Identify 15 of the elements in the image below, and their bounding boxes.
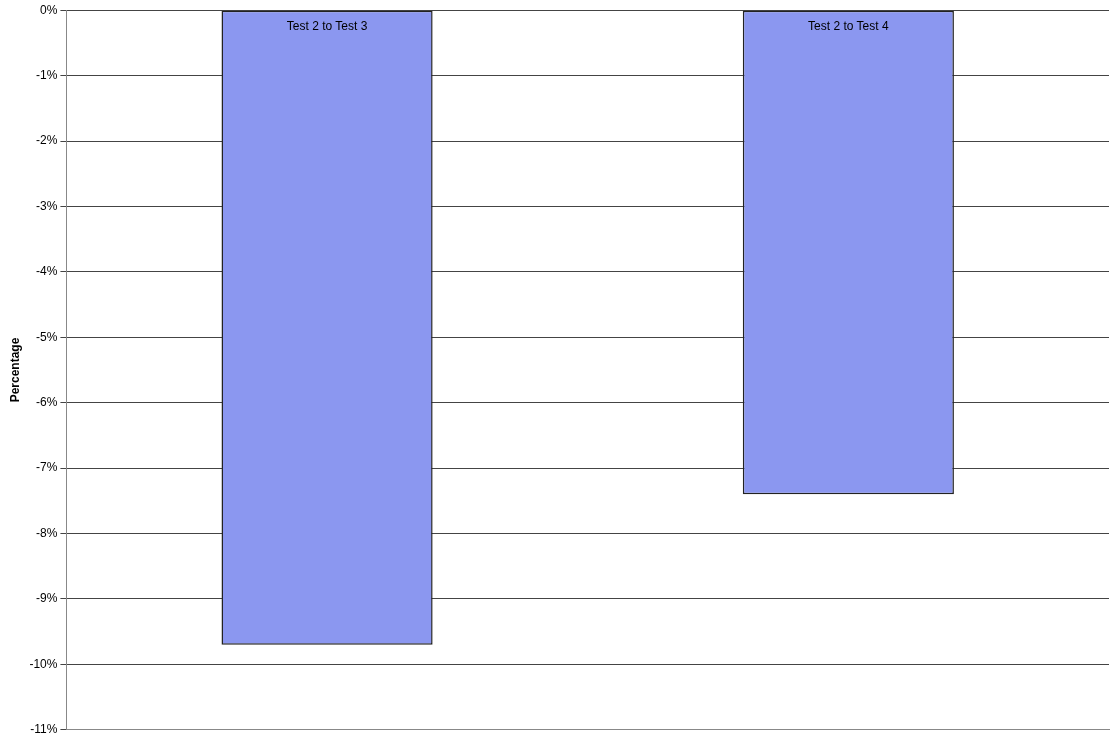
- x-tick-label: Test 2 to Test 3: [286, 19, 368, 34]
- y-tick-label: -7%: [36, 460, 58, 475]
- y-tick-label: -6%: [36, 395, 58, 410]
- y-tick-label: 0%: [40, 2, 58, 17]
- y-tick-label: -8%: [36, 525, 58, 540]
- y-axis-title: Percentage: [7, 337, 22, 403]
- y-tick-label: -4%: [36, 264, 58, 279]
- y-tick-label: -2%: [36, 133, 58, 148]
- y-tick-label: -9%: [36, 591, 58, 606]
- y-tick-label: -3%: [36, 198, 58, 213]
- y-tick-label: -1%: [36, 67, 58, 82]
- y-tick-label: -11%: [30, 722, 58, 737]
- x-tick-label: Test 2 to Test 4: [808, 19, 889, 34]
- y-tick-label: -5%: [36, 329, 58, 344]
- y-tick-label: -10%: [29, 656, 58, 671]
